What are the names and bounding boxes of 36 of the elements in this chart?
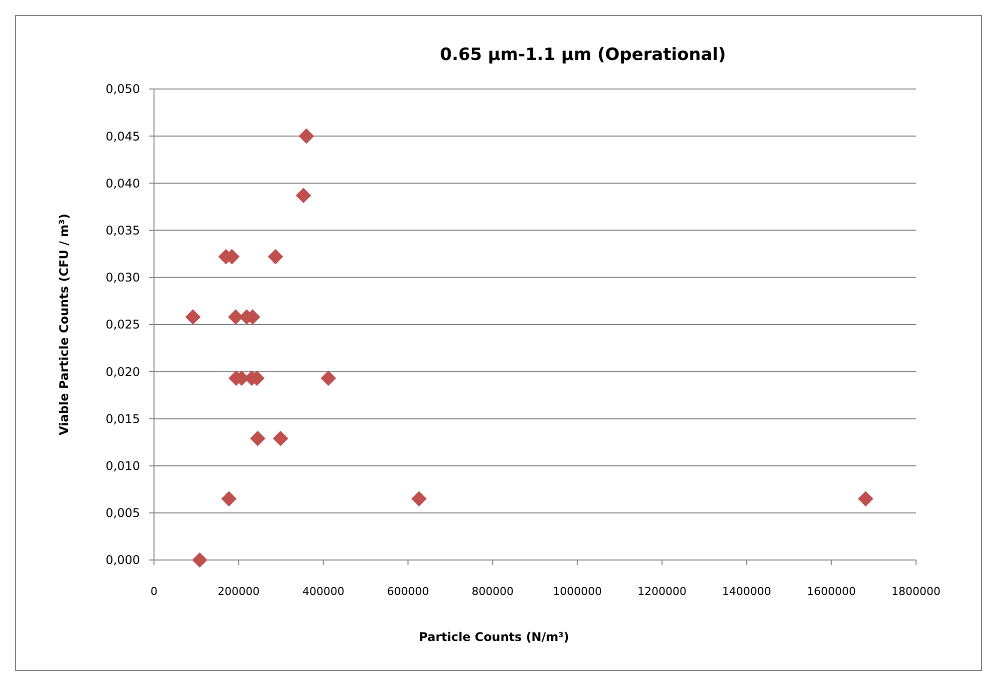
y-axis-title: Viable Particle Counts (CFU / m³): [57, 214, 71, 436]
x-tick-label: 0: [150, 585, 158, 598]
y-tick-label: 0,040: [106, 176, 140, 190]
y-tick-label: 0,005: [106, 506, 140, 520]
y-tick-label: 0,045: [106, 129, 140, 144]
x-tick-label: 1600000: [806, 585, 856, 598]
x-tick-label: 200000: [218, 585, 260, 598]
x-tick-label: 1800000: [892, 585, 940, 598]
y-tick-label: 0,050: [106, 82, 140, 96]
y-tick-label: 0,020: [106, 364, 140, 379]
y-tick-label: 0,035: [106, 224, 140, 238]
y-tick-label: 0,030: [106, 270, 140, 285]
y-tick-label: 0,025: [106, 318, 140, 332]
point: [411, 491, 427, 506]
x-axis-title: Particle Counts (N/m³): [418, 630, 570, 644]
point: [221, 491, 237, 506]
point: [272, 430, 288, 446]
point: [320, 370, 336, 386]
point: [185, 309, 201, 325]
y-tick-label: 0,000: [106, 553, 140, 568]
x-tick-label: 1200000: [638, 585, 686, 598]
x-tick-label: 1400000: [722, 585, 772, 598]
point: [268, 249, 284, 264]
y-tick-label: 0,015: [106, 412, 140, 426]
point: [250, 430, 266, 446]
point: [228, 309, 244, 325]
x-tick-label: 800000: [472, 585, 514, 598]
point: [296, 188, 312, 204]
chart-title: 0.65 µm-1.1 µm (Operational): [440, 45, 726, 65]
x-tick-label: 400000: [302, 585, 344, 598]
y-tick-label: 0,010: [106, 459, 140, 473]
x-tick-label: 1000000: [552, 585, 602, 598]
point: [192, 552, 208, 568]
point: [858, 491, 874, 506]
point: [298, 128, 314, 144]
x-tick-label: 600000: [387, 585, 429, 598]
